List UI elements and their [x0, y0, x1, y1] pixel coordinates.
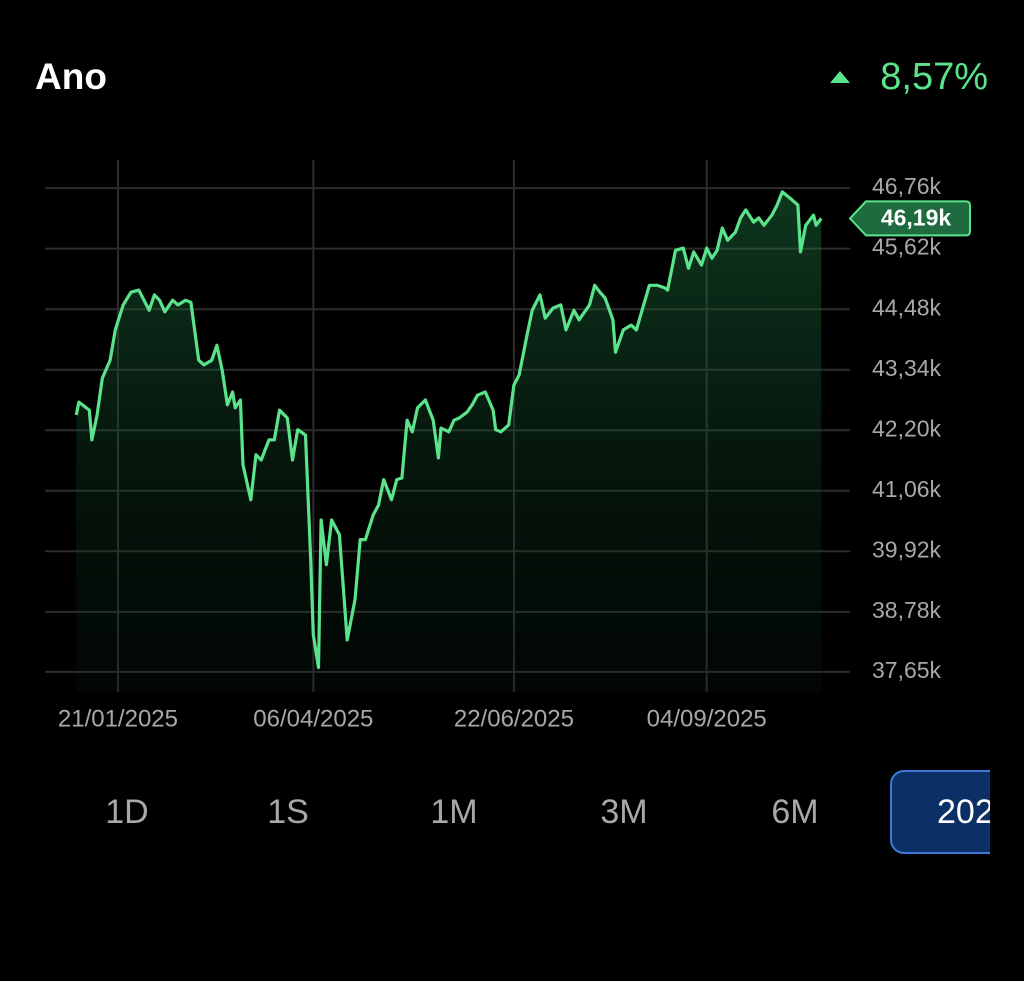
y-tick-label: 41,06k [872, 476, 942, 502]
y-tick-label: 42,20k [872, 415, 942, 441]
range-button-selected[interactable]: 2025 [890, 770, 990, 854]
y-tick-label: 45,62k [872, 234, 942, 260]
plot [74, 190, 823, 692]
y-tick-label: 37,65k [872, 657, 942, 683]
y-tick-label: 44,48k [872, 294, 942, 320]
x-tick-label: 06/04/2025 [253, 705, 373, 732]
page-title: Ano [35, 56, 107, 97]
change-percent: 8,57% [880, 56, 988, 98]
range-button[interactable]: 3M [600, 793, 648, 831]
range-button[interactable]: 1D [105, 793, 149, 831]
range-button[interactable]: 1S [267, 793, 309, 831]
badge-shape [848, 200, 971, 237]
y-tick-label: 46,76k [872, 173, 942, 199]
up-arrow-icon [830, 71, 850, 83]
y-tick-label: 43,34k [872, 355, 942, 381]
area-fill [76, 191, 822, 692]
x-tick-label: 22/06/2025 [454, 705, 574, 732]
selected-button-clip: 2025 [890, 770, 990, 854]
x-tick-label: 04/09/2025 [647, 705, 767, 732]
range-button[interactable]: 6M [771, 793, 819, 831]
x-tick-label: 21/01/2025 [58, 705, 178, 732]
price-line [74, 190, 823, 670]
range-button[interactable]: 1M [430, 793, 478, 831]
badge-label: 46,19k [881, 204, 952, 230]
y-tick-label: 39,92k [872, 536, 942, 562]
y-tick-label: 38,78k [872, 597, 942, 623]
current-value-badge: 46,19k [848, 200, 971, 237]
